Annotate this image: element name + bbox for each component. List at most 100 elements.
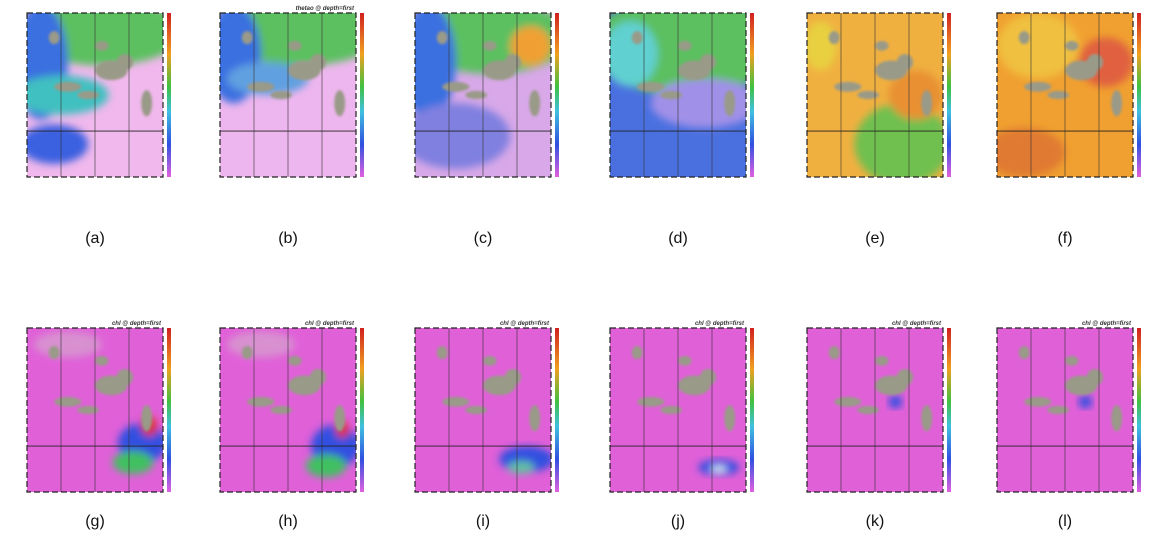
panel-caption: (h) [278,513,298,530]
map-panel [590,0,780,177]
land-mass [1065,356,1079,366]
land-mass [1065,41,1079,51]
land-mass [483,356,497,366]
figure: (a)thetao @ depth=first(b)(c)(d)(e)(f)ch… [0,0,1165,551]
colorbar [360,13,364,177]
panel-caption: (c) [474,230,493,247]
land-mass [117,369,133,385]
panel-caption: (e) [865,230,885,247]
field-patch [20,125,88,164]
panel-caption: (i) [476,513,490,530]
land-mass [724,90,735,116]
land-mass [921,90,932,116]
land-mass [49,346,60,359]
land-mass [141,405,152,431]
colorbar [555,13,559,177]
land-mass [49,31,60,44]
map-area [206,0,383,177]
field-patch [651,79,760,128]
land-mass [875,356,889,366]
colorbar [360,328,364,492]
land-mass [288,356,302,366]
panel-caption: (b) [278,230,298,247]
map-area [983,13,1133,177]
land-mass [117,54,133,70]
panel-title: thetao @ depth=first [296,6,355,12]
field-patch [507,461,534,474]
field-patch [401,5,455,120]
map-area [415,328,554,492]
field-patch [306,454,347,477]
colorbar [167,328,171,492]
land-mass [897,369,913,385]
map-area [220,328,360,492]
land-mass [632,346,643,359]
field-patch [34,331,102,357]
map-area [401,2,571,177]
map-area [610,328,746,492]
land-mass [483,41,497,51]
land-mass [505,54,521,70]
panel-title: chl @ depth=first [500,321,550,327]
land-mass [505,369,521,385]
map-panel: chl @ depth=first [220,321,364,492]
land-mass [700,54,716,70]
land-mass [247,397,274,407]
land-mass [437,346,448,359]
map-panel: chl @ depth=first [610,321,754,492]
land-mass [529,90,540,116]
field-patch [711,466,727,473]
map-panel: chl @ depth=first [997,321,1141,492]
map-panel [983,13,1141,177]
field-patch [401,103,510,169]
land-mass [1047,406,1069,414]
field-patch [113,451,154,474]
land-mass [660,91,682,99]
land-mass [95,356,109,366]
land-mass [1087,369,1103,385]
land-mass [54,397,81,407]
panel-title: chl @ depth=first [892,321,942,327]
land-mass [334,405,345,431]
land-mass [77,91,99,99]
land-mass [632,31,643,44]
land-mass [141,90,152,116]
land-mass [242,346,253,359]
land-mass [700,369,716,385]
land-mass [310,54,326,70]
colorbar [750,328,754,492]
map-area [997,328,1133,492]
field [1079,395,1093,408]
land-mass [897,54,913,70]
land-mass [465,406,487,414]
colorbar [1137,13,1141,177]
land-mass [1019,31,1030,44]
map-panel: thetao @ depth=first [206,0,383,177]
land-mass [442,82,469,92]
land-mass [875,41,889,51]
panel-caption: (g) [85,513,105,530]
map-area [804,13,950,185]
land-mass [724,405,735,431]
land-mass [857,91,879,99]
colorbar [167,13,171,177]
land-mass [77,406,99,414]
map-area [13,0,183,177]
land-mass [678,41,692,51]
panel-caption: (j) [671,513,685,530]
land-mass [834,82,861,92]
map-panel [13,0,183,177]
land-mass [637,397,664,407]
field-patch [889,395,903,408]
colorbar [947,328,951,492]
land-mass [921,405,932,431]
panel-caption: (d) [668,230,688,247]
field [206,0,383,103]
land-mass [678,356,692,366]
map-area [807,328,943,492]
land-mass [857,406,879,414]
colorbar [1137,328,1141,492]
panel-caption: (f) [1057,230,1072,247]
map-panel: chl @ depth=first [415,321,559,492]
land-mass [437,31,448,44]
